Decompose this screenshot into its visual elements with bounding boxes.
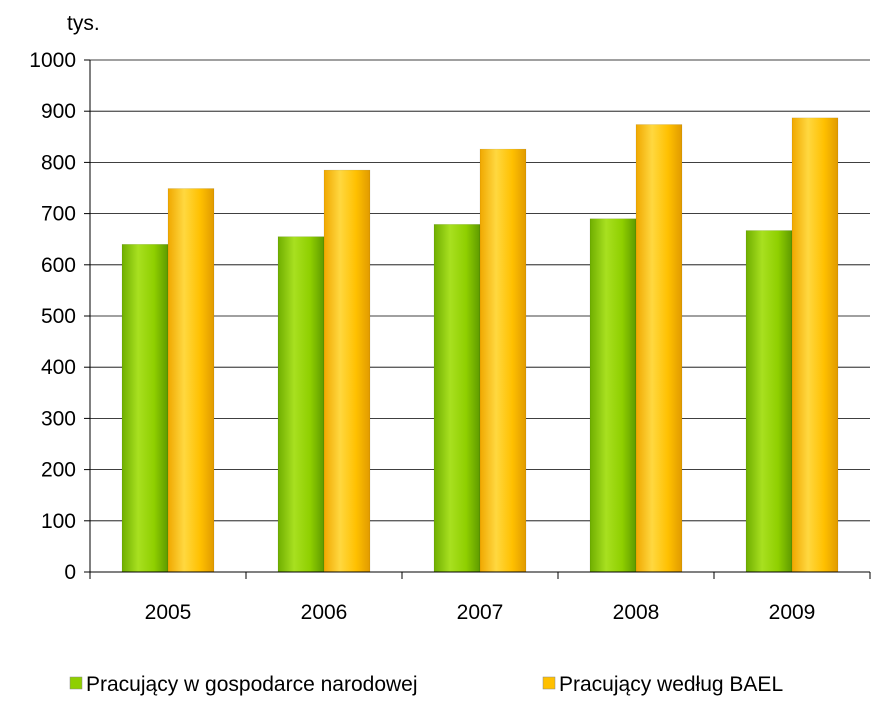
x-tick-label: 2006 — [301, 601, 348, 624]
y-tick-label: 700 — [41, 203, 76, 226]
y-tick-label: 1000 — [29, 49, 76, 72]
y-tick-label: 600 — [41, 254, 76, 277]
y-tick-label: 300 — [41, 407, 76, 430]
bar-gospodarka-2008 — [589, 218, 637, 573]
bar-bael-2005 — [167, 188, 215, 573]
legend-swatch — [69, 676, 83, 690]
y-tick-label: 200 — [41, 459, 76, 482]
axes — [84, 59, 871, 579]
legend-swatch — [542, 676, 556, 690]
x-tick-label: 2009 — [769, 601, 816, 624]
x-tick-label: 2008 — [613, 601, 660, 624]
bar-gospodarka-2006 — [277, 236, 325, 573]
y-tick-label: 400 — [41, 356, 76, 379]
tick-labels: 0 100 200 300 400 500 600 700 800 900 1000 2005 2006… — [29, 49, 815, 624]
y-tick-label: 100 — [41, 510, 76, 533]
bar-bael-2009 — [791, 117, 839, 573]
bar-bael-2006 — [323, 169, 371, 573]
bar-bael-2007 — [479, 148, 527, 573]
bar-gospodarka-2007 — [433, 224, 481, 573]
y-tick-label: 0 — [64, 561, 76, 584]
y-tick-label: 500 — [41, 305, 76, 328]
x-tick-label: 2007 — [457, 601, 504, 624]
bar-gospodarka-2005 — [121, 244, 169, 573]
bar-bael-2008 — [635, 124, 683, 573]
bars — [121, 117, 839, 573]
legend: Pracujący w gospodarce narodowej Pracując… — [69, 673, 783, 696]
bar-gospodarka-2009 — [745, 230, 793, 573]
y-unit-label: tys. — [67, 12, 100, 35]
legend-label: Pracujący w gospodarce narodowej — [86, 673, 418, 696]
y-tick-label: 800 — [41, 151, 76, 174]
x-tick-label: 2005 — [145, 601, 192, 624]
y-tick-label: 900 — [41, 100, 76, 123]
legend-label: Pracujący według BAEL — [559, 673, 783, 696]
